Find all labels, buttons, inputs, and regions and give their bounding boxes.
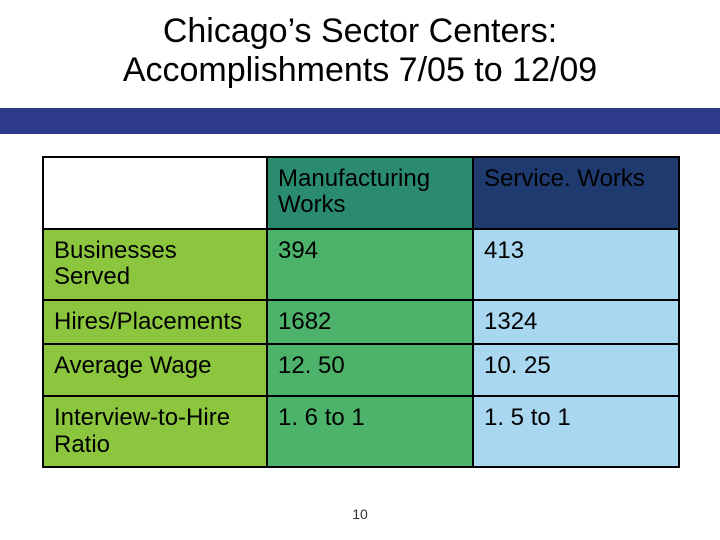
table-row: Businesses Served 394 413	[43, 229, 679, 300]
row-value-mfg: 12. 50	[267, 344, 473, 396]
row-value-mfg: 1682	[267, 300, 473, 344]
header-cell-blank	[43, 157, 267, 229]
table-row: Hires/Placements 1682 1324	[43, 300, 679, 344]
row-value-svc: 413	[473, 229, 679, 300]
row-label: Hires/Placements	[43, 300, 267, 344]
page-number: 10	[0, 506, 720, 522]
row-value-mfg: 394	[267, 229, 473, 300]
slide-title: Chicago’s Sector Centers: Accomplishment…	[0, 12, 720, 90]
table-row: Interview-to-Hire Ratio 1. 6 to 1 1. 5 t…	[43, 396, 679, 467]
title-band	[0, 108, 720, 134]
table-row: Average Wage 12. 50 10. 25	[43, 344, 679, 396]
row-value-svc: 10. 25	[473, 344, 679, 396]
row-value-svc: 1324	[473, 300, 679, 344]
row-label: Businesses Served	[43, 229, 267, 300]
header-cell-manufacturing: Manufacturing Works	[267, 157, 473, 229]
row-value-svc: 1. 5 to 1	[473, 396, 679, 467]
table-header-row: Manufacturing Works Service. Works	[43, 157, 679, 229]
row-label: Average Wage	[43, 344, 267, 396]
row-value-mfg: 1. 6 to 1	[267, 396, 473, 467]
accomplishments-table: Manufacturing Works Service. Works Busin…	[42, 156, 680, 468]
row-label: Interview-to-Hire Ratio	[43, 396, 267, 467]
title-line-1: Chicago’s Sector Centers:	[163, 12, 557, 50]
slide: Chicago’s Sector Centers: Accomplishment…	[0, 0, 720, 540]
title-line-2: Accomplishments 7/05 to 12/09	[123, 51, 597, 89]
table-container: Manufacturing Works Service. Works Busin…	[42, 156, 678, 468]
header-cell-service: Service. Works	[473, 157, 679, 229]
